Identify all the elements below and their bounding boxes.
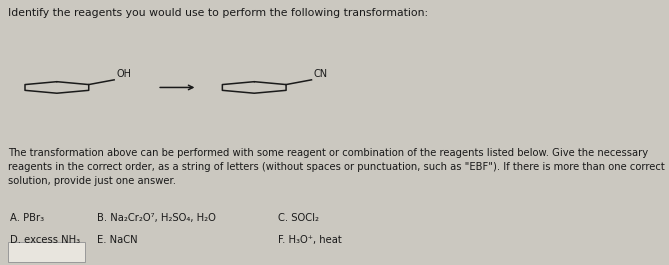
Text: OH: OH	[116, 69, 131, 78]
Text: A. PBr₃: A. PBr₃	[10, 213, 44, 223]
Text: E. NaCN: E. NaCN	[97, 235, 138, 245]
Text: F. H₃O⁺, heat: F. H₃O⁺, heat	[278, 235, 341, 245]
Text: CN: CN	[314, 69, 328, 79]
Text: C. SOCl₂: C. SOCl₂	[278, 213, 318, 223]
FancyBboxPatch shape	[8, 242, 85, 262]
Text: D. excess NH₃: D. excess NH₃	[10, 235, 80, 245]
Text: Identify the reagents you would use to perform the following transformation:: Identify the reagents you would use to p…	[8, 8, 428, 18]
Text: The transformation above can be performed with some reagent or combination of th: The transformation above can be performe…	[8, 148, 665, 185]
Text: B. Na₂Cr₂O⁷, H₂SO₄, H₂O: B. Na₂Cr₂O⁷, H₂SO₄, H₂O	[97, 213, 216, 223]
